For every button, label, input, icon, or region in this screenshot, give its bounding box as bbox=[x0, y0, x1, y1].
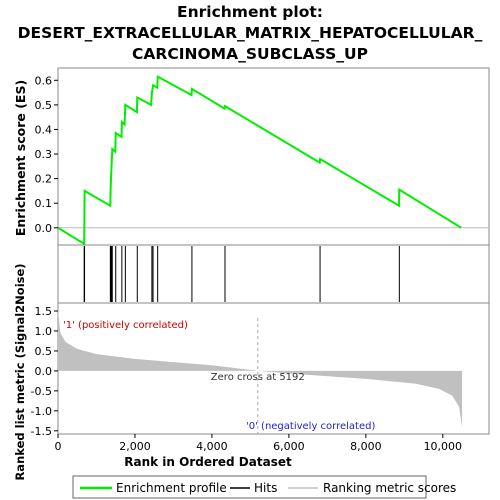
legend-item-metric: Ranking metric scores bbox=[288, 481, 456, 495]
title-line-2: DESERT_EXTRACELLULAR_MATRIX_HEPATOCELLUL… bbox=[18, 24, 483, 42]
legend-label-metric: Ranking metric scores bbox=[323, 481, 456, 495]
es-ytick-label: 0.3 bbox=[35, 148, 53, 161]
zero-cross-label: Zero cross at 5192 bbox=[211, 372, 305, 383]
x-tick-label: 2,000 bbox=[119, 440, 151, 453]
es-ytick-label: 0.2 bbox=[35, 173, 53, 186]
metric-ytick-label: 1.5 bbox=[35, 305, 53, 318]
es-ytick-label: 0.6 bbox=[35, 74, 53, 87]
ranking-metric-area bbox=[58, 309, 463, 427]
legend-item-enrichment: Enrichment profile bbox=[80, 481, 227, 495]
legend-label-enrichment: Enrichment profile bbox=[116, 481, 227, 495]
positive-label: '1' (positively correlated) bbox=[63, 320, 188, 331]
metric-ytick-label: -1.5 bbox=[31, 425, 52, 438]
legend-box bbox=[72, 475, 427, 499]
enrichment-profile-line bbox=[57, 74, 462, 246]
es-ytick-label: 0.1 bbox=[35, 197, 53, 210]
metric-ytick-label: -1.0 bbox=[31, 405, 52, 418]
es-ytick-label: 0.0 bbox=[35, 222, 53, 235]
es-panel-frame bbox=[57, 67, 490, 246]
es-ytick-label: 0.4 bbox=[35, 123, 53, 136]
metric-ytick-label: 0.5 bbox=[35, 345, 53, 358]
hits-lines bbox=[83, 246, 400, 302]
x-axis: 0 2,000 4,000 6,000 8,000 10,000 bbox=[55, 434, 463, 453]
metric-ytick-label: -0.5 bbox=[31, 385, 52, 398]
title-line-1: Enrichment plot: bbox=[177, 3, 323, 21]
metric-ytick-label: 1.0 bbox=[35, 325, 53, 338]
x-tick-label: 8,000 bbox=[350, 440, 382, 453]
x-tick-label: 0 bbox=[55, 440, 62, 453]
metric-ylabel: Ranked list metric (Signal2Noise) bbox=[13, 263, 27, 480]
title-line-3: CARCINOMA_SUBCLASS_UP bbox=[132, 45, 368, 63]
metric-ytick-label: 0.0 bbox=[35, 365, 53, 378]
metric-y-axis: -1.5 -1.0 -0.5 0.0 0.5 1.0 1.5 bbox=[31, 305, 58, 438]
es-ytick-label: 0.5 bbox=[35, 99, 53, 112]
legend-label-hits: Hits bbox=[254, 481, 277, 495]
legend-item-hits: Hits bbox=[230, 481, 277, 495]
es-ylabel: Enrichment score (ES) bbox=[13, 80, 28, 236]
x-tick-label: 10,000 bbox=[424, 440, 463, 453]
x-axis-label: Rank in Ordered Dataset bbox=[124, 455, 292, 469]
es-y-axis: 0.0 0.1 0.2 0.3 0.4 0.5 0.6 bbox=[35, 74, 58, 235]
hits-panel-frame bbox=[57, 244, 490, 304]
x-tick-label: 6,000 bbox=[273, 440, 305, 453]
x-tick-label: 4,000 bbox=[196, 440, 228, 453]
negative-label: '0' (negatively correlated) bbox=[246, 421, 375, 432]
